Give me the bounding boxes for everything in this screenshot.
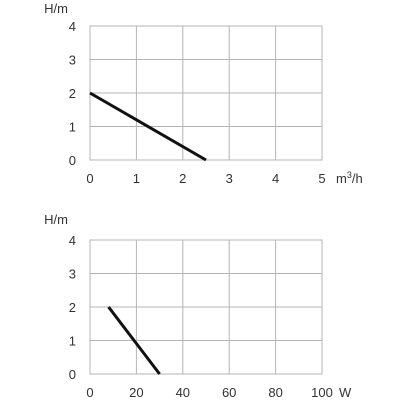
x-tick-label: 0 — [86, 171, 93, 186]
x-axis-unit: W — [339, 385, 352, 400]
y-tick-label: 2 — [69, 86, 76, 101]
y-tick-label: 1 — [69, 120, 76, 135]
y-tick-label: 0 — [69, 367, 76, 382]
x-tick-label: 60 — [222, 385, 236, 400]
x-tick-label: 20 — [129, 385, 143, 400]
x-tick-label: 5 — [318, 171, 325, 186]
x-tick-label: 40 — [176, 385, 190, 400]
x-tick-label: 4 — [272, 171, 279, 186]
x-tick-label: 80 — [268, 385, 282, 400]
y-axis-title: H/m — [44, 212, 68, 227]
y-axis-title: H/m — [44, 1, 68, 16]
chart-flow-head: 0 1 2 3 4 0 1 2 3 4 5 H/m m3/h — [44, 1, 363, 186]
y-tick-label: 4 — [69, 233, 76, 248]
y-tick-label: 3 — [69, 53, 76, 68]
series-line — [107, 306, 161, 375]
x-tick-label: 100 — [311, 385, 333, 400]
x-tick-label: 0 — [86, 385, 93, 400]
y-tick-label: 0 — [69, 153, 76, 168]
x-tick-label: 2 — [179, 171, 186, 186]
series-line — [89, 91, 207, 162]
x-tick-label: 1 — [133, 171, 140, 186]
y-tick-label: 1 — [69, 334, 76, 349]
y-tick-label: 2 — [69, 300, 76, 315]
y-tick-label: 3 — [69, 267, 76, 282]
plot-frame — [89, 239, 323, 375]
x-axis-unit: m3/h — [336, 170, 363, 186]
y-tick-label: 4 — [69, 19, 76, 34]
x-tick-label: 3 — [226, 171, 233, 186]
